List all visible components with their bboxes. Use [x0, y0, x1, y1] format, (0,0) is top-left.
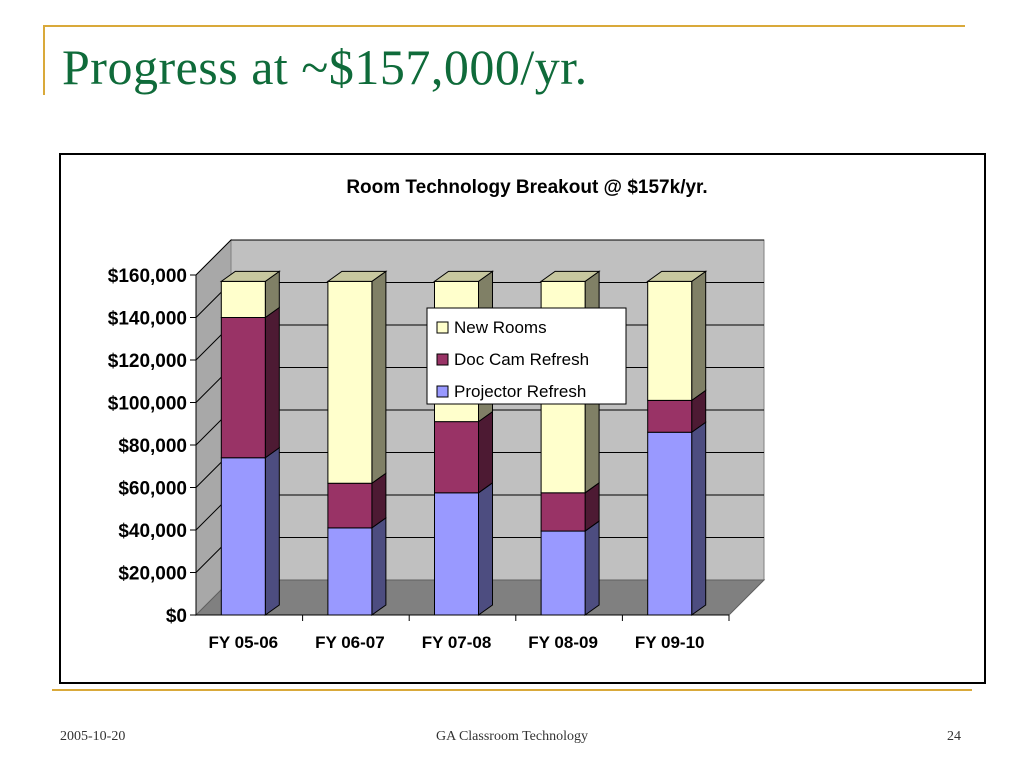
y-tick-label: $100,000 [108, 394, 187, 415]
bar-doc-cam-refresh [647, 399, 693, 433]
x-tick-label: FY 05-06 [208, 633, 278, 652]
legend-label-doc-cam-refresh: Doc Cam Refresh [454, 350, 589, 369]
x-tick-label: FY 06-07 [315, 633, 385, 652]
y-tick-label: $160,000 [108, 266, 187, 287]
left-decor-line [43, 25, 45, 95]
bar-top-new-rooms [219, 270, 281, 282]
bar-doc-cam-refresh [220, 317, 266, 459]
bar-side-doc-cam-refresh [478, 410, 493, 494]
legend-label-new-rooms: New Rooms [454, 318, 547, 337]
legend-swatch-projector-refresh [436, 385, 449, 398]
y-tick-label: $40,000 [118, 521, 187, 542]
bar-projector-refresh [220, 457, 266, 616]
x-tick-label: FY 08-09 [528, 633, 598, 652]
legend-swatch-doc-cam-refresh [436, 353, 449, 366]
bar-side-projector-refresh [691, 421, 707, 616]
legend-label-projector-refresh: Projector Refresh [454, 382, 586, 401]
bar-top-new-rooms [432, 270, 495, 282]
slide-title: Progress at ~$157,000/yr. [62, 39, 588, 95]
stacked-bar-chart: $0 $20,000 $40,000 $60,000 $80,000 $100,000 $1… [108, 177, 766, 652]
top-decor-line [43, 25, 965, 27]
chart-frame: $0 $20,000 $40,000 $60,000 $80,000 $100,000 $1… [59, 153, 986, 684]
bottom-decor-line [52, 689, 972, 691]
bar-side-new-rooms [371, 270, 387, 485]
y-tick-label: $60,000 [118, 479, 187, 500]
bar-top-new-rooms [646, 270, 708, 282]
y-tick-label: $0 [166, 606, 187, 627]
x-tick-label: FY 07-08 [422, 633, 492, 652]
bar-new-rooms [220, 280, 266, 318]
bar-side-doc-cam-refresh [264, 306, 280, 459]
chart-title: Room Technology Breakout @ $157k/yr. [346, 177, 707, 198]
bar-projector-refresh [327, 527, 373, 616]
bar-side-projector-refresh [371, 516, 387, 616]
bar-doc-cam-refresh [540, 492, 586, 532]
bar-projector-refresh [434, 492, 479, 616]
x-tick-label: FY 09-10 [635, 633, 705, 652]
bar-new-rooms [327, 280, 373, 484]
bar-projector-refresh [647, 431, 693, 616]
y-tick-label: $20,000 [118, 564, 187, 585]
bar-side-projector-refresh [584, 520, 600, 616]
y-tick-label: $140,000 [108, 309, 187, 330]
bar-side-projector-refresh [264, 446, 280, 616]
footer-title: GA Classroom Technology [436, 729, 588, 744]
y-tick-label: $120,000 [108, 351, 187, 372]
page-number: 24 [947, 729, 961, 744]
bar-doc-cam-refresh [327, 482, 373, 529]
footer-date: 2005-10-20 [60, 729, 126, 744]
bar-new-rooms [647, 280, 693, 401]
bar-projector-refresh [540, 530, 586, 616]
bar-top-new-rooms [326, 270, 388, 282]
gridline [195, 239, 764, 276]
legend [426, 307, 627, 405]
bar-top-new-rooms [539, 270, 601, 282]
bar-side-new-rooms [691, 270, 707, 402]
bar-side-projector-refresh [478, 481, 493, 616]
bar-doc-cam-refresh [434, 421, 479, 494]
legend-swatch-new-rooms [436, 321, 449, 334]
y-tick-label: $80,000 [118, 436, 187, 457]
